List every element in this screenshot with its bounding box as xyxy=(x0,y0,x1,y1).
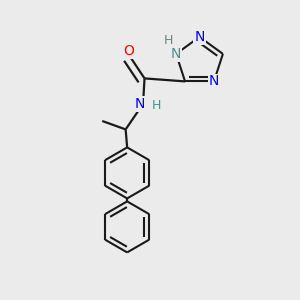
Text: N: N xyxy=(209,74,219,88)
Text: H: H xyxy=(164,34,173,47)
Text: H: H xyxy=(152,99,161,112)
Text: N: N xyxy=(171,47,181,61)
Text: O: O xyxy=(123,44,134,58)
Text: N: N xyxy=(194,30,205,44)
Text: N: N xyxy=(134,97,145,111)
